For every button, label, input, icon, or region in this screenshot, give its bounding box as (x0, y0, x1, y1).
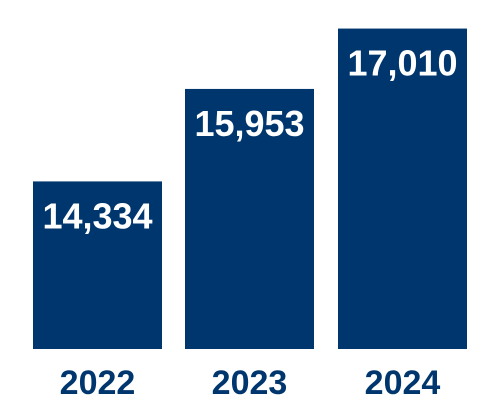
bar-2023 (185, 88, 314, 349)
bar-2024 (338, 28, 467, 349)
category-label: 2022 (60, 364, 136, 402)
bar-2022 (33, 181, 162, 349)
bar-value-label: 17,010 (347, 43, 457, 84)
category-label: 2024 (365, 364, 441, 402)
category-label: 2023 (212, 364, 288, 402)
bar-value-label: 14,334 (42, 195, 152, 236)
bar-value-label: 15,953 (194, 103, 304, 144)
